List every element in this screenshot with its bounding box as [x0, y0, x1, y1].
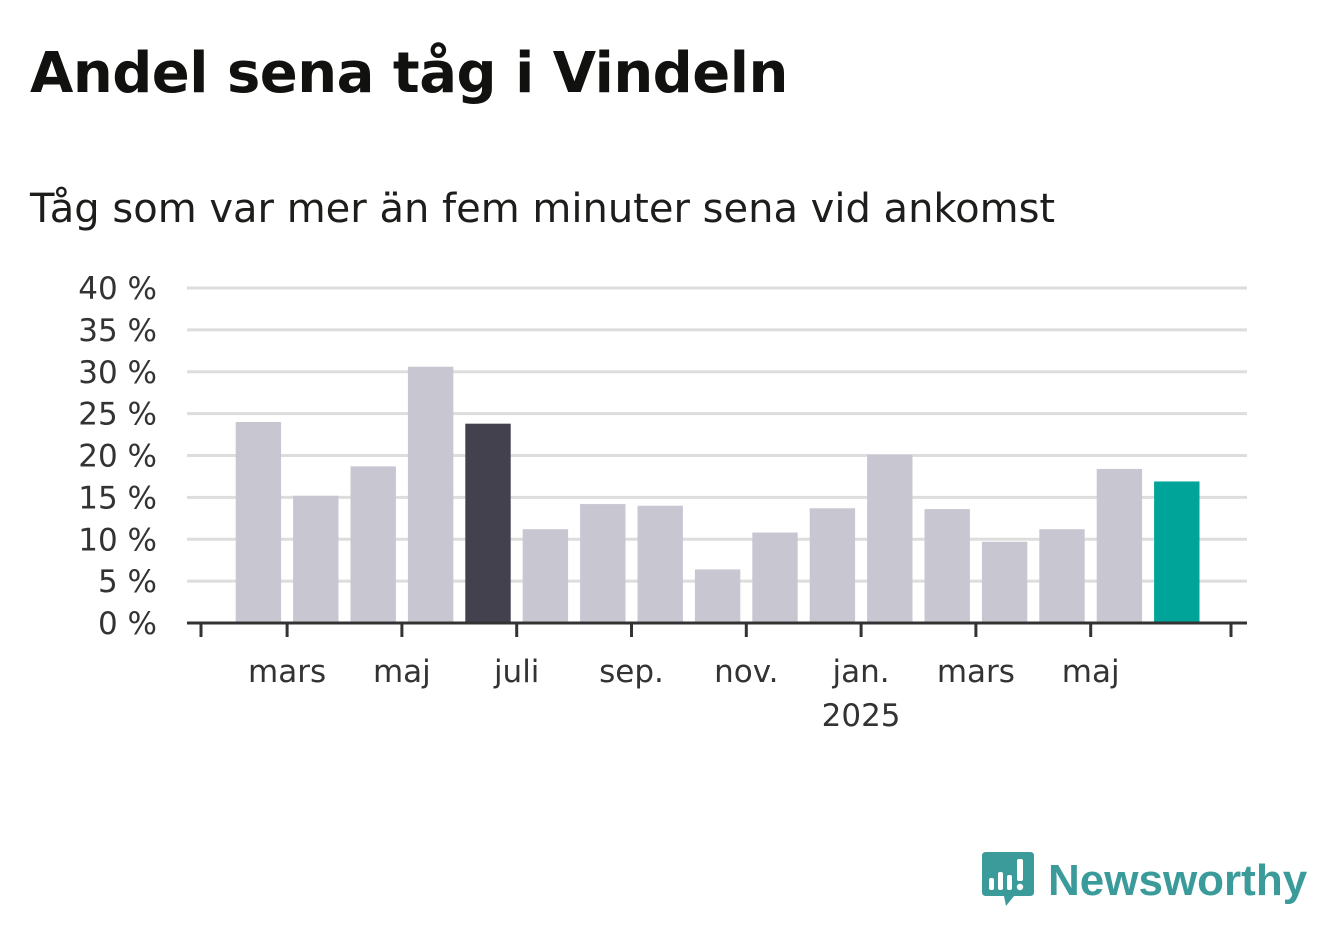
y-tick-label: 30 % — [78, 355, 157, 391]
bar — [1039, 529, 1085, 623]
x-tick-sublabel: 2025 — [822, 698, 901, 734]
bar — [637, 505, 683, 623]
chart-title: Andel sena tåg i Vindeln — [30, 41, 788, 106]
y-tick-label: 10 % — [78, 522, 157, 558]
brand-name: Newsworthy — [1048, 856, 1308, 905]
bars — [235, 366, 1200, 623]
bar — [694, 569, 741, 623]
bar — [981, 541, 1028, 623]
bar — [293, 495, 339, 623]
bar — [752, 532, 798, 623]
bar — [809, 508, 856, 623]
x-tick-label: maj — [373, 654, 431, 690]
bar-chart: 0 %5 %10 %15 %20 %25 %30 %35 %40 % mars m… — [78, 271, 1247, 734]
x-tick-label: juli — [493, 654, 540, 690]
x-tick-label: maj — [1062, 654, 1120, 690]
bar — [580, 504, 626, 623]
y-tick-label: 35 % — [78, 313, 157, 349]
bar — [867, 454, 913, 623]
x-tick-label: mars — [248, 654, 326, 690]
grid-lines — [187, 286, 1247, 583]
y-tick-label: 20 % — [78, 439, 157, 475]
x-tick-label: sep. — [599, 654, 664, 690]
bar — [1154, 481, 1200, 623]
y-tick-label: 25 % — [78, 397, 157, 433]
bar — [407, 366, 454, 623]
bar — [350, 466, 396, 623]
bar — [522, 529, 569, 623]
x-axis-labels: mars maj juli sep. nov. jan. 2025 mars maj — [248, 654, 1120, 734]
y-axis-labels: 0 % 5 % 10 % 15 % 20 % 25 % 30 % 35 % 40 % — [78, 271, 157, 642]
y-tick-label: 5 % — [98, 564, 157, 600]
bar — [924, 509, 970, 623]
x-tick-label: nov. — [714, 654, 778, 690]
y-tick-label: 40 % — [78, 271, 157, 307]
x-tick-label: jan. — [832, 654, 890, 690]
x-tick-label: mars — [937, 654, 1015, 690]
bar — [465, 423, 511, 623]
bar — [235, 422, 282, 623]
newsworthy-logo: Newsworthy — [980, 848, 1307, 914]
newsworthy-logo-icon — [980, 848, 1036, 914]
y-tick-label: 0 % — [98, 606, 157, 642]
y-tick-label: 15 % — [78, 480, 157, 516]
x-axis — [187, 621, 1247, 637]
chart-subtitle: Tåg som var mer än fem minuter sena vid … — [30, 186, 1056, 232]
bar — [1096, 468, 1143, 623]
